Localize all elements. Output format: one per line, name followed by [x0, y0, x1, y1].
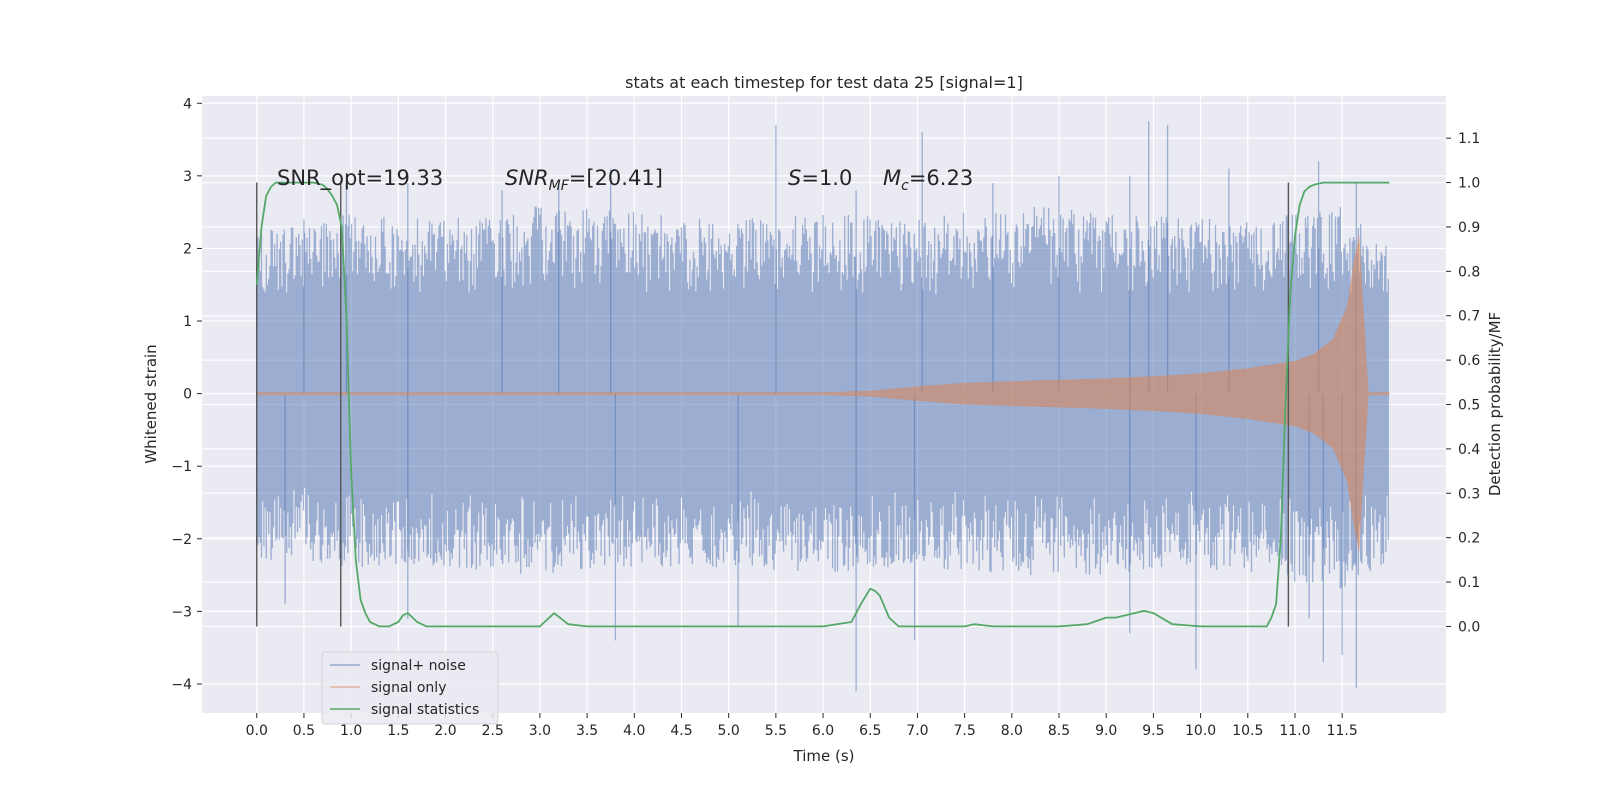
y2-tick-label: 0.0 [1458, 619, 1480, 635]
x-tick-label: 6.5 [859, 723, 881, 739]
annotation-snr-mf-subscript: MF [549, 178, 570, 194]
x-tick-label: 7.0 [906, 723, 928, 739]
y-tick-label: 3 [183, 169, 192, 185]
x-tick-label: 9.0 [1095, 723, 1117, 739]
signal-statistics-series [255, 181, 1390, 628]
y-tick-label: −3 [171, 604, 192, 620]
x-tick-label: 6.0 [812, 723, 834, 739]
y2-tick-label: 1.1 [1458, 131, 1480, 147]
y2-tick-label: 0.1 [1458, 575, 1480, 591]
signal-only-series [256, 233, 1390, 554]
y2-axis: 1.1 1.0 0.9 0.8 0.7 0.6 0.5 0.4 0.3 0.2 0.1 0.0 [1446, 131, 1480, 635]
y-axis: 4 3 2 1 0 −1 −2 −3 −4 [171, 96, 202, 693]
x-tick-label: 4.0 [623, 723, 645, 739]
legend-label-signal-noise: signal+ noise [371, 658, 466, 674]
x-tick-label: 5.0 [718, 723, 740, 739]
annotation-s: S=1.0 [788, 166, 852, 190]
annotation-snr-opt: SNR_opt=19.33 [277, 166, 443, 191]
x-tick-label: 2.0 [434, 723, 456, 739]
x-tick-label: 8.0 [1001, 723, 1023, 739]
x-axis-label: Time (s) [793, 747, 855, 765]
x-tick-label: 10.5 [1232, 723, 1263, 739]
y-tick-label: 2 [183, 241, 192, 257]
legend-label-signal-statistics: signal statistics [371, 702, 479, 718]
annotation-snr-mf: SNRMF=[20.41] [505, 166, 663, 194]
y-tick-label: −4 [171, 677, 192, 693]
legend-box [321, 651, 499, 725]
y-tick-label: −2 [171, 532, 192, 548]
annotation-snr-mf-value: =[20.41] [569, 166, 663, 190]
y-tick-label: −1 [171, 459, 192, 475]
x-tick-label: 11.5 [1327, 723, 1358, 739]
annotation-s-symbol: S [788, 166, 801, 190]
x-tick-label: 11.0 [1279, 723, 1310, 739]
x-tick-label: 5.5 [765, 723, 787, 739]
signal-only-trace [256, 233, 1390, 554]
annotations: SNR_opt=19.33 SNRMF=[20.41] S=1.0 Mc=6.2… [277, 166, 973, 194]
legend: signal+ noise signal only signal statist… [321, 651, 499, 725]
annotation-mc-subscript: c [901, 178, 909, 194]
y-tick-label: 0 [183, 387, 192, 403]
chart-title: stats at each timestep for test data 25 … [625, 73, 1023, 92]
y2-tick-label: 0.6 [1458, 353, 1480, 369]
y-axis-label: Whitened strain [142, 344, 160, 463]
y2-tick-label: 0.9 [1458, 220, 1480, 236]
annotation-mc-value: =6.23 [909, 166, 973, 190]
annotation-mc: Mc=6.23 [883, 166, 973, 194]
y2-tick-label: 0.8 [1458, 264, 1480, 280]
x-tick-label: 9.5 [1142, 723, 1164, 739]
x-tick-label: 1.0 [340, 723, 362, 739]
y2-tick-label: 0.2 [1458, 531, 1480, 547]
x-tick-label: 4.5 [670, 723, 692, 739]
x-tick-label: 0.0 [246, 723, 268, 739]
y2-tick-label: 0.4 [1458, 442, 1480, 458]
y-tick-label: 1 [183, 314, 192, 330]
x-tick-label: 7.5 [954, 723, 976, 739]
annotation-mc-symbol: M [883, 166, 901, 190]
x-tick-label: 3.5 [576, 723, 598, 739]
x-axis: 0.0 0.5 1.0 1.5 2.0 2.5 3.0 3.5 4.0 4.5 5.0 5.5 6.0 6… [246, 713, 1358, 739]
x-tick-label: 0.5 [293, 723, 315, 739]
vertical-markers [256, 182, 1290, 627]
annotation-s-value: =1.0 [801, 166, 852, 190]
x-tick-label: 10.0 [1185, 723, 1216, 739]
y2-tick-label: 0.7 [1458, 309, 1480, 325]
x-tick-label: 2.5 [482, 723, 504, 739]
legend-label-signal-only: signal only [371, 680, 446, 696]
y2-tick-label: 0.3 [1458, 486, 1480, 502]
y2-tick-label: 0.5 [1458, 398, 1480, 414]
y-tick-label: 4 [183, 96, 192, 112]
y2-axis-label: Detection probability/MF [1486, 312, 1504, 496]
signal-statistics-line [255, 181, 1390, 628]
y2-tick-label: 1.0 [1458, 176, 1480, 192]
x-tick-label: 3.0 [529, 723, 551, 739]
x-tick-label: 1.5 [387, 723, 409, 739]
x-tick-label: 8.5 [1048, 723, 1070, 739]
annotation-snr-mf-symbol: SNR [505, 166, 549, 190]
